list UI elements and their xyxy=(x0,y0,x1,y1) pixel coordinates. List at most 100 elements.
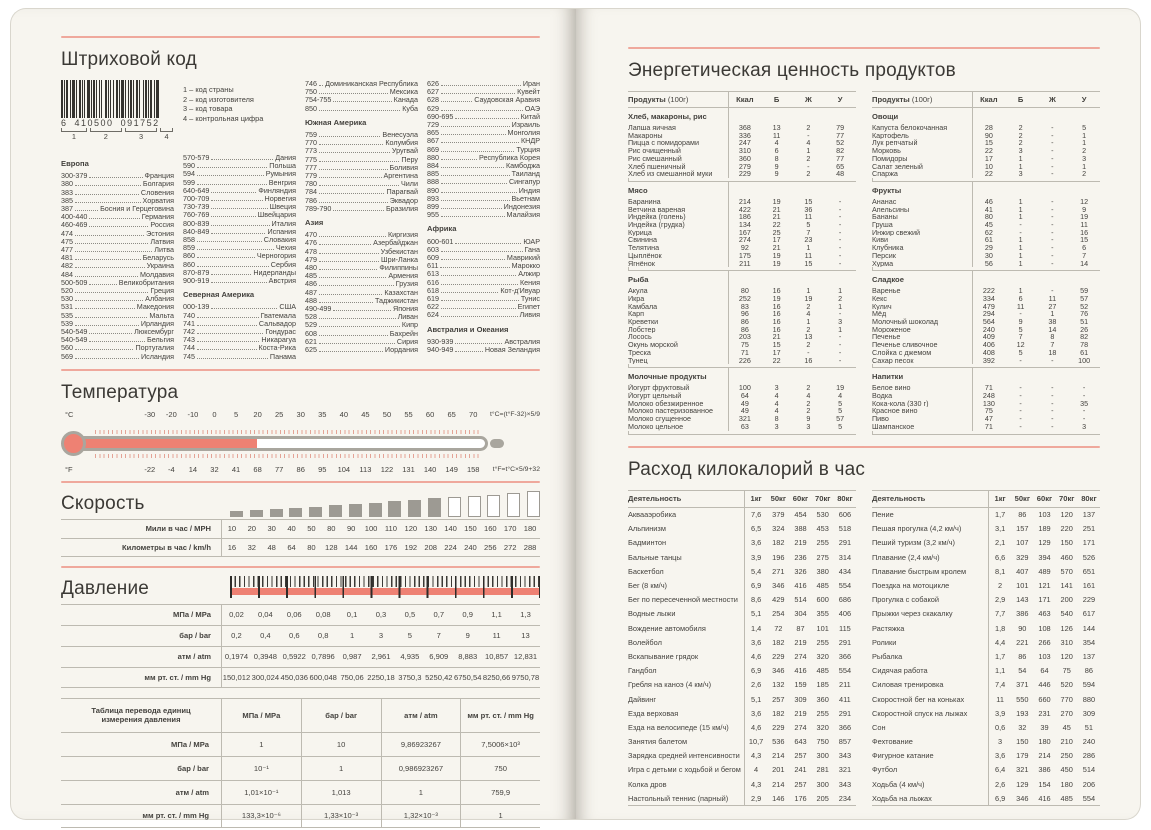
kcal-80kg: 606 xyxy=(838,510,852,520)
dot-leader xyxy=(441,93,516,95)
value-cell: 90 xyxy=(346,524,356,534)
carbs: 1 xyxy=(1082,130,1087,140)
kcal: 222 xyxy=(982,286,995,296)
kcal-50kg: 257 xyxy=(772,694,785,704)
food-rows: Акула 80 16 1 1 xyxy=(628,286,856,365)
carbs: 1 xyxy=(838,286,843,296)
portion-note: (100г) xyxy=(667,95,689,104)
kcal: 75 xyxy=(984,406,993,416)
value-cell: 1 xyxy=(300,755,381,780)
code: 743 xyxy=(183,335,195,345)
region-entries: 570-579 Дания 590 Польша xyxy=(183,153,296,285)
country-code-entry: 770 Колумбия xyxy=(305,139,418,147)
fahrenheit-tick-label: -4 xyxy=(168,464,175,474)
country-name: Швейцария xyxy=(257,210,296,220)
kcal: 392 xyxy=(982,355,995,365)
food-row: Камбала 83 16 2 1 xyxy=(628,301,856,311)
fat: 4 xyxy=(806,390,811,400)
fat: 3 xyxy=(806,421,811,431)
food-name: Хлеб из смешанной муки xyxy=(628,170,713,178)
kcal-70kg: 570 xyxy=(1060,566,1073,576)
country-name: Македония xyxy=(136,302,174,312)
dot-leader xyxy=(441,158,477,160)
kcal-1kg: 7,6 xyxy=(750,510,762,520)
value-cell: 0,3948 xyxy=(253,652,277,662)
food-row: Персик 30 1 - 7 xyxy=(872,252,1100,260)
protein: 2 xyxy=(1018,123,1023,132)
activity-row: Езда верховая 3,6 182 219 255 291 xyxy=(628,706,856,721)
speed-header: Скорость xyxy=(61,490,540,519)
country-name: Узбекистан xyxy=(380,246,418,256)
value-cell: 20 xyxy=(247,524,257,534)
food-name: Спаржа xyxy=(872,170,898,178)
activity-name: Ходьба (4 км/ч) xyxy=(872,779,925,789)
section-name: Овощи xyxy=(872,112,899,121)
fat: 2 xyxy=(806,169,811,179)
country-name: Киргизия xyxy=(387,230,418,240)
food-name: Мороженое xyxy=(872,325,911,334)
kcal: 96 xyxy=(740,309,749,319)
kcal-70kg: 120 xyxy=(1060,510,1073,520)
protein: 13 xyxy=(772,123,781,132)
protein: 6 xyxy=(774,146,779,156)
country-name: Ливан xyxy=(397,312,418,322)
fat: - xyxy=(1051,286,1054,296)
food-section: Сладкое Варенье 222 xyxy=(872,270,1100,368)
food-row: Курица 167 25 7 - xyxy=(628,229,856,237)
food-row: Пицца с помидорами 247 4 4 52 xyxy=(628,139,856,148)
value-cell: 10⁻¹ xyxy=(221,755,301,780)
kcal: 10 xyxy=(984,161,993,171)
kcal-60kg: 219 xyxy=(794,637,807,647)
carbs: - xyxy=(838,355,842,365)
code: 940-949 xyxy=(427,345,454,355)
fahrenheit-tick-label: 41 xyxy=(231,464,241,474)
fat: 1 xyxy=(806,146,811,156)
food-row: Треска 71 17 - - xyxy=(628,349,856,357)
country-code-entry: 745 Панама xyxy=(183,352,296,361)
kcal-80kg: 144 xyxy=(1082,623,1096,633)
kcal-50kg: 179 xyxy=(1016,751,1029,761)
food-name: Йогурт фруктовый xyxy=(628,384,690,392)
kcal-1kg: 1,4 xyxy=(750,623,762,633)
dot-leader xyxy=(441,199,510,201)
barcode-digit-group: 6 xyxy=(61,118,68,128)
code: 786 xyxy=(305,195,317,205)
activity-row: Аквааэробика 7,6 379 454 530 606 xyxy=(628,507,856,522)
conversion-header: МПа / MPa xyxy=(221,697,301,732)
fahrenheit-tick-label: 86 xyxy=(296,464,305,474)
pressure-row: бар / bar 0,2 0,4 0,6 0,8 1 3 5 7 9 11 13 xyxy=(61,624,540,646)
food-row: Варенье 222 1 - 59 xyxy=(872,287,1100,295)
kcal: 134 xyxy=(738,220,751,230)
fat: 18 xyxy=(1048,347,1057,357)
col-header-60kg: 60кг xyxy=(792,494,809,503)
carbs: 1 xyxy=(838,301,843,311)
kcal-80kg: 229 xyxy=(1082,595,1096,605)
country-code-entry: 594 Румыния xyxy=(183,170,296,178)
section-name: Напитки xyxy=(872,372,904,382)
dot-leader xyxy=(319,342,395,344)
kcal-80kg: 286 xyxy=(1082,751,1096,761)
country-code-entry: 840-849 Испания xyxy=(183,227,296,236)
carbs: 1 xyxy=(1082,161,1087,171)
code: 741 xyxy=(183,318,195,328)
protein: 6 xyxy=(1018,293,1023,303)
fat: - xyxy=(1051,243,1054,253)
food-section-header: Хлеб, макароны, рис xyxy=(628,108,856,124)
dot-leader xyxy=(441,167,504,169)
celsius-tick-label: 60 xyxy=(425,409,435,419)
code: 750 xyxy=(305,87,317,97)
country-name: Израиль xyxy=(511,120,540,130)
fat: 38 xyxy=(1048,317,1057,327)
country-name: Новая Зеландия xyxy=(484,345,540,355)
kcal-70kg: 45 xyxy=(1062,722,1071,732)
food-name: Мёд xyxy=(872,310,887,319)
code: 400-440 xyxy=(61,212,88,222)
food-rows: Белое вино 71 - - - xyxy=(872,384,1100,431)
dot-leader xyxy=(441,183,507,185)
value-cell: 10,857 xyxy=(484,652,509,662)
kcal-80kg: 594 xyxy=(1082,680,1096,690)
code: 860 xyxy=(183,251,195,261)
food-section-header: Напитки xyxy=(872,367,1100,385)
activity-name: Фехтование xyxy=(872,737,913,747)
top-rule-left xyxy=(61,36,540,38)
